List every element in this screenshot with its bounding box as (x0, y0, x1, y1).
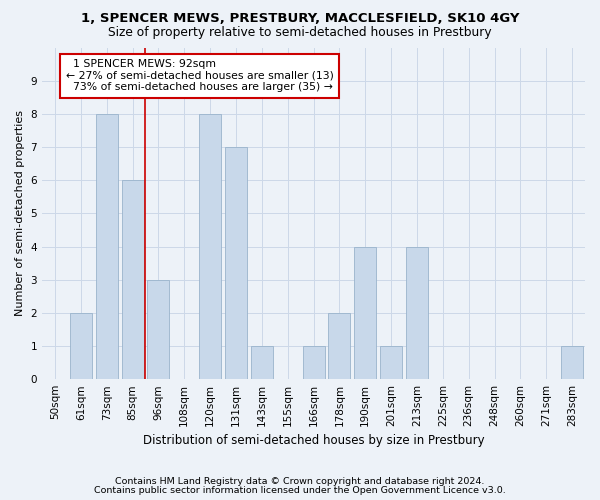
Bar (122, 180, 143, 379)
Text: Size of property relative to semi-detached houses in Prestbury: Size of property relative to semi-detach… (108, 26, 492, 39)
Bar (251, 346, 273, 379)
Y-axis label: Number of semi-detached properties: Number of semi-detached properties (15, 110, 25, 316)
Bar (199, 114, 221, 379)
Bar (302, 346, 325, 379)
Bar (561, 346, 583, 379)
Bar (95, 114, 118, 379)
X-axis label: Distribution of semi-detached houses by size in Prestbury: Distribution of semi-detached houses by … (143, 434, 484, 448)
Text: Contains public sector information licensed under the Open Government Licence v3: Contains public sector information licen… (94, 486, 506, 495)
Bar (70, 313, 92, 379)
Text: Contains HM Land Registry data © Crown copyright and database right 2024.: Contains HM Land Registry data © Crown c… (115, 477, 485, 486)
Bar (148, 280, 169, 379)
Bar (380, 346, 402, 379)
Bar (225, 147, 247, 379)
Bar (406, 246, 428, 379)
Text: 1 SPENCER MEWS: 92sqm
← 27% of semi-detached houses are smaller (13)
  73% of se: 1 SPENCER MEWS: 92sqm ← 27% of semi-deta… (66, 59, 334, 92)
Bar (328, 313, 350, 379)
Text: 1, SPENCER MEWS, PRESTBURY, MACCLESFIELD, SK10 4GY: 1, SPENCER MEWS, PRESTBURY, MACCLESFIELD… (81, 12, 519, 26)
Bar (354, 246, 376, 379)
